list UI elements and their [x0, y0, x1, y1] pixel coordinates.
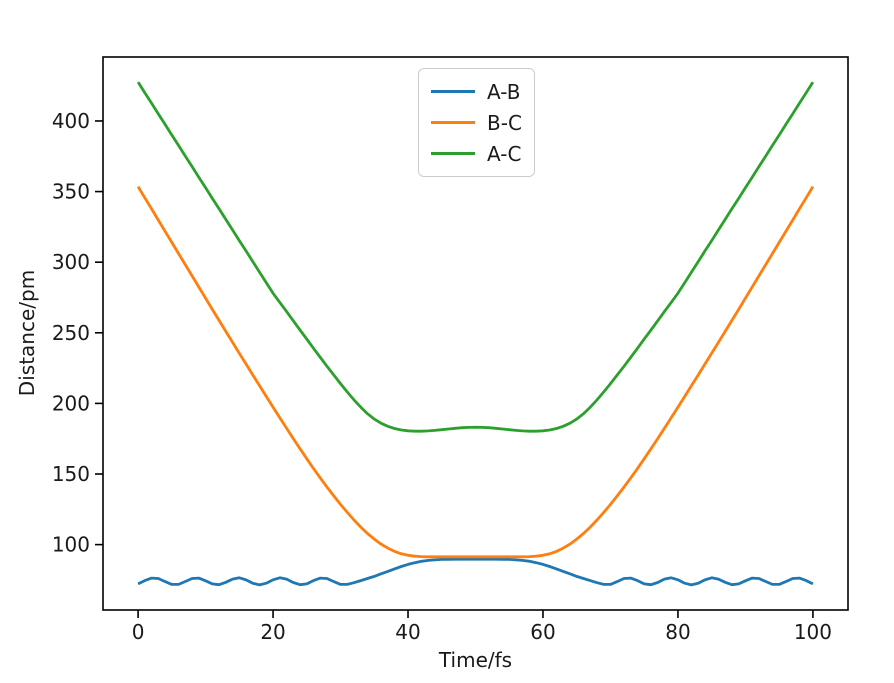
y-axis-label: Distance/pm	[15, 269, 39, 397]
y-tick-label: 250	[52, 321, 90, 345]
y-tick-label: 400	[52, 109, 90, 133]
x-tick-label: 100	[794, 620, 832, 644]
x-axis-label: Time/fs	[438, 648, 513, 672]
y-tick-label: 350	[52, 180, 90, 204]
legend-line-sample-A-B	[431, 90, 475, 93]
legend: A-B B-C A-C	[418, 68, 535, 177]
series-line-B-C	[136, 185, 815, 559]
legend-line-sample-B-C	[431, 121, 475, 124]
legend-label-A-C: A-C	[487, 141, 522, 166]
legend-entry-B-C: B-C	[431, 107, 522, 138]
y-tick-label: 150	[52, 462, 90, 486]
legend-line-sample-A-C	[431, 152, 475, 155]
x-tick-label: 20	[260, 620, 285, 644]
series-line-A-C	[136, 81, 815, 433]
legend-entry-A-C: A-C	[431, 138, 522, 169]
x-tick-label: 60	[530, 620, 555, 644]
legend-entry-A-B: A-B	[431, 76, 522, 107]
series-line-A-B	[137, 557, 814, 587]
plot-border	[102, 56, 849, 611]
x-tick-label: 40	[395, 620, 420, 644]
y-tick-label: 100	[52, 533, 90, 557]
y-tick-label: 300	[52, 250, 90, 274]
x-tick-label: 0	[132, 620, 145, 644]
y-tick-label: 200	[52, 391, 90, 415]
legend-label-B-C: B-C	[487, 110, 522, 135]
x-tick-label: 80	[665, 620, 690, 644]
legend-label-A-B: A-B	[487, 79, 521, 104]
